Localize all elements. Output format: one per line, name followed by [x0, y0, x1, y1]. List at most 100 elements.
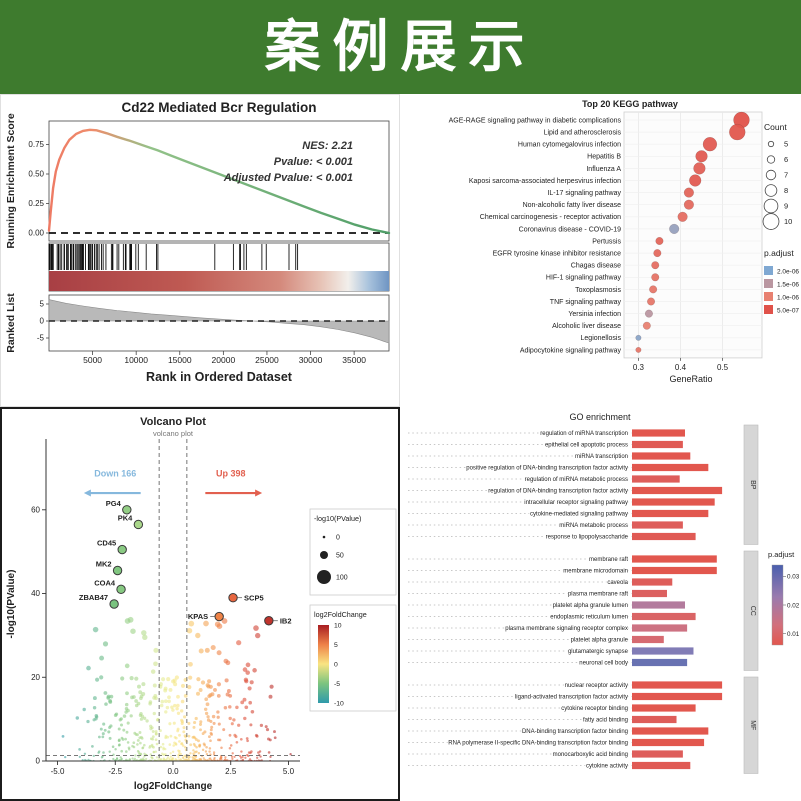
- kegg-pathway-label: Lipid and atherosclerosis: [544, 130, 622, 137]
- kegg-dot: [683, 187, 694, 198]
- gene-point: [109, 599, 119, 609]
- down-arrow-icon: [83, 489, 91, 497]
- go-term-label: miRNA metabolic process: [559, 523, 628, 529]
- go-padjust-legend-title: p.adjust: [768, 550, 795, 559]
- kegg-dot: [635, 346, 642, 353]
- go-term-label: epithelial cell apoptotic process: [545, 443, 628, 449]
- go-term-label: regulation of miRNA metabolic process: [525, 477, 628, 483]
- kegg-dot: [669, 223, 680, 234]
- go-padjust-color-bar: [771, 564, 784, 646]
- kegg-dot: [653, 249, 662, 258]
- color-legend-title: log2FoldChange: [314, 610, 367, 619]
- go-term-label: DNA-binding transcription factor binding: [522, 729, 628, 735]
- go-bar: [632, 704, 696, 712]
- kegg-pathway-label: Kaposi sarcoma-associated herpesvirus in…: [469, 178, 621, 185]
- gsea-rank-tick: 5: [40, 300, 45, 309]
- gsea-rank-ylabel: Ranked List: [5, 293, 17, 353]
- go-bar: [632, 681, 723, 689]
- gsea-stat: Adjusted Pvalue: < 0.001: [223, 172, 353, 184]
- go-bar: [632, 578, 673, 586]
- gsea-es-tick: 0.75: [28, 140, 44, 149]
- gsea-x-tick: 35000: [342, 355, 366, 365]
- facet-label: BP: [749, 480, 756, 490]
- gene-label: PK4: [118, 513, 133, 522]
- go-term-label: plasma membrane raft: [568, 592, 628, 598]
- go-bar: [632, 738, 705, 747]
- kegg-pathway-label: TNF signaling pathway: [550, 299, 622, 306]
- go-bar: [632, 475, 680, 483]
- go-term-label: positive regulation of DNA-binding trans…: [466, 466, 628, 472]
- go-term-label: miRNA transcription: [575, 454, 628, 460]
- volcano-y-tick: 0: [36, 757, 41, 766]
- volcano-x-tick: 0.0: [167, 767, 179, 776]
- kegg-padjust-legend-label: 1.5e-06: [777, 282, 799, 289]
- gsea-panel: Cd22 Mediated Bcr Regulation 0.00 0.25 0.50…: [0, 94, 400, 407]
- go-term-label: neuronal cell body: [579, 661, 628, 667]
- go-padjust-tick: 0.02: [787, 602, 800, 609]
- gene-label: COA4: [94, 578, 116, 587]
- gene-label: MK2: [96, 560, 112, 569]
- gene-label: KPAS: [188, 612, 208, 621]
- kegg-pathway-label: EGFR tyrosine kinase inhibitor resistanc…: [493, 251, 621, 258]
- gene-point: [228, 593, 238, 603]
- gsea-x-tick: 20000: [212, 355, 236, 365]
- go-bar: [632, 635, 664, 644]
- volcano-panel: Volcano Plot volcano plot Down 166 Up 398 PG…: [0, 407, 400, 801]
- gsea-es-tick: 0.00: [28, 229, 44, 238]
- kegg-x-tick: 0.3: [633, 363, 645, 372]
- go-bar: [632, 566, 717, 575]
- kegg-title: Top 20 KEGG pathway: [582, 99, 678, 109]
- gene-point: [116, 584, 126, 595]
- gene-label: IB2: [280, 616, 292, 625]
- kegg-dot: [689, 174, 702, 187]
- kegg-pathway-label: Chagas disease: [571, 263, 621, 270]
- kegg-dot: [677, 211, 688, 222]
- kegg-x-tick: 0.5: [717, 363, 729, 372]
- volcano-scatter: [61, 616, 292, 761]
- volcano-y-tick: 60: [31, 505, 40, 514]
- go-title: GO enrichment: [569, 412, 631, 422]
- go-bar: [632, 486, 723, 495]
- volcano-title: Volcano Plot: [140, 416, 206, 428]
- log2fc-color-bar: [318, 625, 329, 703]
- gsea-x-tick: 25000: [255, 355, 279, 365]
- volcano-x-tick: 2.5: [225, 767, 237, 776]
- go-term-label: membrane raft: [589, 557, 628, 563]
- go-term-label: platelet alpha granule lumen: [553, 603, 628, 609]
- go-bar: [632, 452, 691, 460]
- go-bar: [632, 532, 696, 541]
- kegg-count-legend-label: 8: [784, 186, 788, 195]
- ranked-list-area: [48, 299, 390, 344]
- go-term-label: regulation of DNA-binding transcription …: [488, 489, 628, 495]
- go-term-label: platelet alpha granule: [571, 638, 629, 644]
- go-term-label: plasma membrane signaling receptor compl…: [505, 626, 628, 632]
- volcano-ylabel: -log10(PValue): [6, 570, 17, 639]
- kegg-count-legend-title: Count: [764, 122, 787, 132]
- go-panel: GO enrichment BP regulation of miRNA trans…: [400, 407, 801, 801]
- kegg-dot: [655, 237, 664, 245]
- kegg-pathway-label: Toxoplasmosis: [575, 287, 621, 294]
- facet-label: MF: [749, 720, 756, 730]
- go-term-label: RNA polymerase II-specific DNA-binding t…: [448, 741, 628, 747]
- kegg-dot: [644, 309, 653, 318]
- volcano-x-tick: 5.0: [283, 767, 295, 776]
- kegg-dot: [693, 162, 706, 175]
- gsea-stat: NES: 2.21: [302, 140, 353, 152]
- go-term-label: cytokine activity: [586, 764, 628, 770]
- gene-label: CD45: [97, 539, 116, 548]
- kegg-pathway-label: Hepatitis B: [587, 154, 621, 161]
- size-legend-title: -log10(PValue): [314, 514, 361, 523]
- kegg-pathway-label: Chemical carcinogenesis - receptor activ…: [480, 214, 621, 221]
- gsea-stat: Pvalue: < 0.001: [274, 156, 353, 168]
- kegg-pathway-label: Human cytomegalovirus infection: [518, 142, 621, 149]
- kegg-pathway-label: Legionellosis: [581, 335, 622, 342]
- go-bar: [632, 612, 696, 621]
- kegg-pathway-label: Pertussis: [592, 238, 621, 245]
- kegg-pathway-label: Yersinia infection: [568, 311, 621, 318]
- gsea-es-tick: 0.25: [28, 199, 44, 208]
- color-legend-tick: -10: [334, 701, 344, 708]
- kegg-count-legend-label: 5: [784, 140, 788, 149]
- kegg-pathway-label: Influenza A: [586, 166, 621, 173]
- kegg-pathway-label: Alcoholic liver disease: [552, 323, 621, 330]
